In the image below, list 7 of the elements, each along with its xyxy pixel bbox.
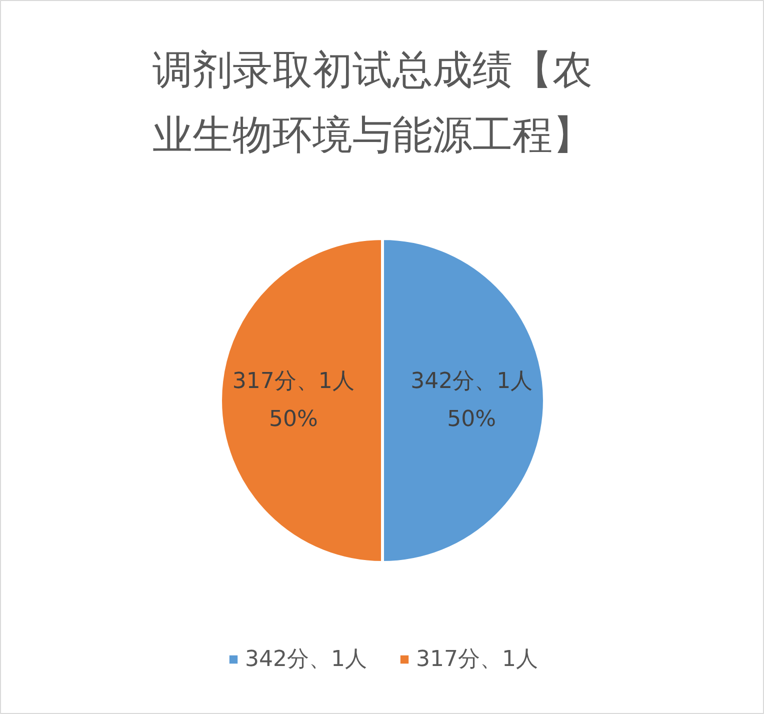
slice-label: 342分、1人 <box>410 369 533 394</box>
legend-label: 317分、1人 <box>416 646 538 674</box>
legend-label: 342分、1人 <box>245 646 367 674</box>
chart-title: 调剂录取初试总成绩【农业生物环境与能源工程】 <box>152 48 592 158</box>
slice-label: 317分、1人 <box>232 369 354 394</box>
data-label: 50% <box>447 407 496 432</box>
data-label: 50% <box>268 407 318 432</box>
